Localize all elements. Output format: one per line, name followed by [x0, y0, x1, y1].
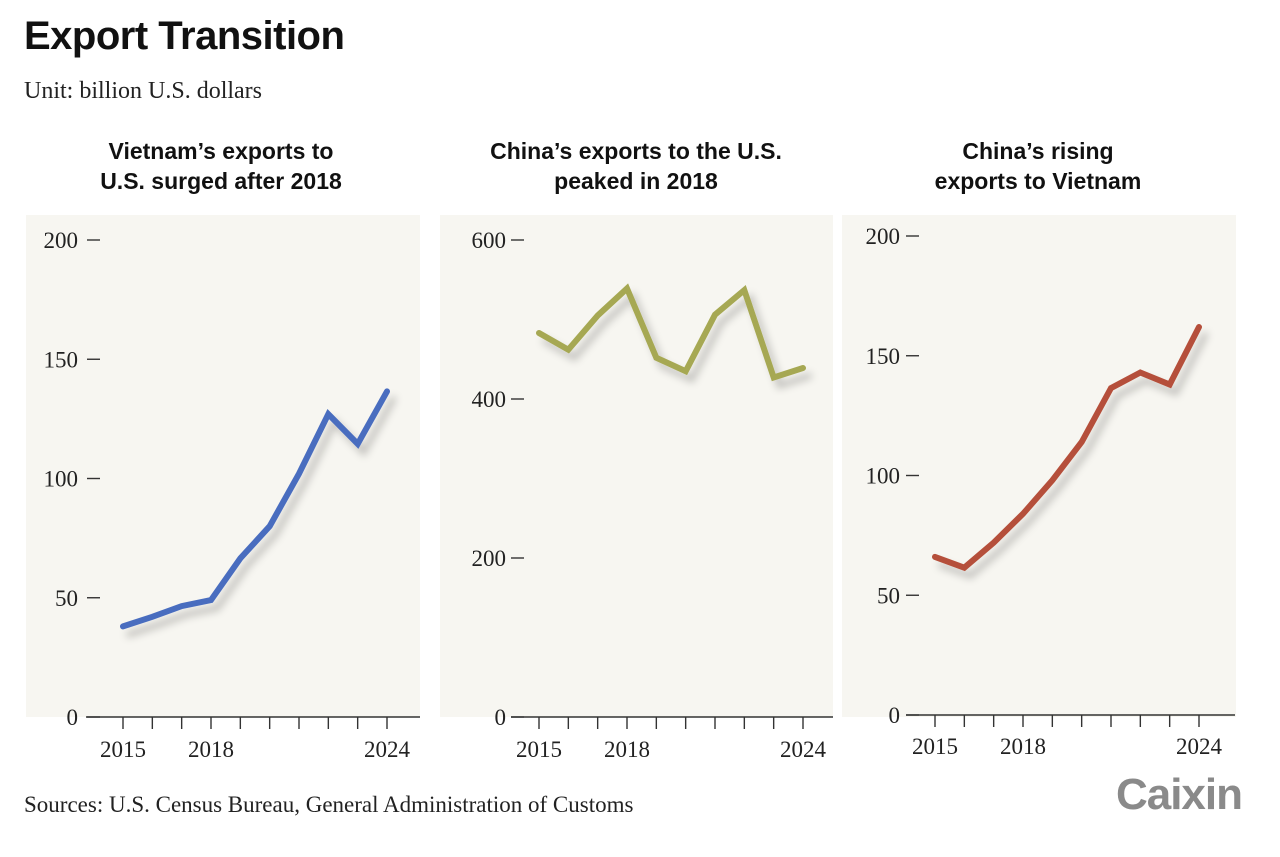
panel-2-x-tick-label-2024: 2024 [780, 737, 827, 762]
panel-3-y-tick-label-150: 150 [866, 344, 901, 369]
panel-1-series-line [120, 388, 390, 630]
panel-2-x-tick-label-2015: 2015 [516, 737, 562, 762]
page-title: Export Transition [24, 14, 345, 58]
panel-1-y-tick-label-0: 0 [67, 705, 79, 730]
panel-2-x-tick-label-2018: 2018 [604, 737, 650, 762]
panel-1-x-tick-label-2024: 2024 [364, 737, 411, 762]
panel-1-x-tick-label-2015: 2015 [100, 737, 146, 762]
panel-3-x-tick-label-2018: 2018 [1000, 734, 1046, 759]
panel-3-title: China’s rising exports to Vietnam [843, 136, 1233, 196]
panel-1-background [26, 215, 420, 717]
caixin-logo: Caixin [1115, 770, 1243, 819]
panel-2-y-tick-label-200: 200 [472, 546, 507, 571]
panel-1-title: Vietnam’s exports to U.S. surged after 2… [26, 136, 416, 196]
panel-1-title-line-1: Vietnam’s exports to [108, 138, 334, 164]
chart-panel-3: 0 50 100 150 200 2015 2018 2024 [842, 215, 1236, 759]
panel-3-x-tick-label-2024: 2024 [1176, 734, 1223, 759]
panel-2-y-tick-label-400: 400 [472, 387, 507, 412]
source-note: Sources: U.S. Census Bureau, General Adm… [24, 792, 634, 817]
panel-2-title-line-2: peaked in 2018 [554, 168, 718, 194]
panel-2-series-line [536, 283, 806, 382]
unit-subtitle: Unit: billion U.S. dollars [24, 78, 263, 104]
panel-3-background [842, 215, 1236, 717]
panel-3-y-tick-label-100: 100 [866, 464, 901, 489]
panel-3-x-tick-label-2015: 2015 [912, 734, 958, 759]
panel-2-y-tick-label-0: 0 [495, 705, 507, 730]
panel-1-y-tick-label-200: 200 [44, 228, 79, 253]
panel-3-y-tick-label-200: 200 [866, 224, 901, 249]
panel-3-y-tick-label-0: 0 [889, 703, 901, 728]
panel-2-background [440, 215, 833, 717]
chart-panel-1: 0 50 100 150 200 2015 2018 2024 [26, 215, 420, 762]
panel-1-y-tick-label-100: 100 [44, 467, 79, 492]
chart-panel-2: 0 200 400 600 2015 2018 2024 [440, 215, 833, 762]
panel-1-x-tick-label-2018: 2018 [188, 737, 234, 762]
panel-2-y-tick-label-600: 600 [472, 228, 507, 253]
panel-2-title: China’s exports to the U.S. peaked in 20… [441, 136, 831, 196]
panel-3-title-line-2: exports to Vietnam [934, 168, 1142, 194]
panel-1-y-tick-label-50: 50 [55, 586, 78, 611]
panel-3-series-line [932, 324, 1202, 572]
panel-1-title-line-2: U.S. surged after 2018 [100, 168, 342, 194]
panel-3-y-tick-label-50: 50 [877, 583, 900, 608]
panel-1-y-tick-label-150: 150 [44, 347, 79, 372]
panel-2-title-line-1: China’s exports to the U.S. [490, 138, 782, 164]
panel-3-title-line-1: China’s rising [962, 138, 1114, 164]
